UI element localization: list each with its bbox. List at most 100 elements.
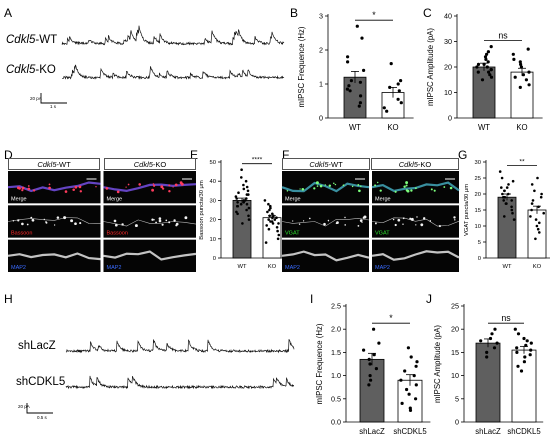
data-point xyxy=(521,73,525,77)
micrograph-tile: VGAT xyxy=(371,205,460,238)
data-point xyxy=(349,79,353,83)
data-point xyxy=(276,229,279,233)
micrograph-tile: VGAT xyxy=(281,205,370,238)
y-tick-label: 1.0 xyxy=(331,371,341,380)
trace-shcdkl5 xyxy=(65,375,294,390)
scale-label-a-x: 1 s xyxy=(50,104,57,109)
data-point xyxy=(487,70,491,74)
data-point xyxy=(503,195,507,199)
chart-e: 0 10 20 30 40 50 Bassoon puncta/30 μm WT KO **** xyxy=(199,157,289,270)
significance-label: ** xyxy=(519,159,525,166)
data-point xyxy=(345,87,349,91)
bar-shcdkl5 xyxy=(397,379,423,423)
y-axis-label: Bassoon puncta/30 μm xyxy=(199,180,205,240)
data-point xyxy=(489,75,494,79)
chart-i: 0.0 0.5 1.0 1.5 2.0 2.5 mIPSC Frequence (Hz) sh… xyxy=(315,302,431,436)
data-point xyxy=(277,233,281,237)
micrograph-channel-label: MAP2 xyxy=(11,265,26,271)
data-point xyxy=(235,197,238,200)
significance-label: ns xyxy=(501,313,511,323)
data-point xyxy=(409,355,413,359)
x-tick-label: WT xyxy=(478,123,490,132)
data-point xyxy=(346,60,350,64)
bar-wt xyxy=(472,66,496,119)
chart-j: 0 5 10 15 20 25 mIPSC Amplitude (pA) shLacZ shCD… xyxy=(433,302,544,436)
data-point xyxy=(399,79,403,83)
data-point xyxy=(403,369,407,373)
data-point xyxy=(396,82,400,86)
data-point xyxy=(511,211,514,215)
trace-shlacz xyxy=(65,339,295,354)
data-point xyxy=(522,360,526,364)
y-tick-label: 10 xyxy=(444,88,452,97)
data-point xyxy=(397,89,401,93)
data-point xyxy=(237,191,240,194)
data-point xyxy=(372,327,376,331)
data-point xyxy=(271,222,275,225)
micrograph-tile: Bassoon xyxy=(7,205,101,238)
data-point xyxy=(486,50,490,54)
data-point xyxy=(377,341,381,345)
data-point xyxy=(515,346,519,350)
micrograph-channel-label: VGAT xyxy=(285,231,300,237)
micrograph-channel-label: VGAT xyxy=(375,231,390,237)
data-point xyxy=(273,218,277,221)
micrograph-channel-label: Merge xyxy=(107,196,123,202)
x-tick-label: WT xyxy=(349,123,361,132)
bar-wt xyxy=(343,76,367,119)
y-tick-label: 0.0 xyxy=(331,418,341,427)
y-tick-label: 20 xyxy=(210,218,216,224)
data-point xyxy=(526,47,530,51)
y-tick-label: 5 xyxy=(478,240,481,246)
data-point xyxy=(247,218,251,221)
data-point xyxy=(275,226,279,229)
y-tick-label: 0 xyxy=(319,114,323,123)
data-point xyxy=(362,348,366,352)
data-point xyxy=(510,199,513,202)
data-point xyxy=(525,339,529,343)
trace-line xyxy=(65,339,295,354)
micro-d-header-wt: Cdkl5-WT xyxy=(8,158,100,170)
data-point xyxy=(519,65,523,69)
y-tick-label: 30 xyxy=(210,198,216,204)
data-point xyxy=(245,185,249,189)
data-point xyxy=(240,168,243,171)
y-tick-label: 15 xyxy=(475,208,481,214)
scale-label-h-x: 0.5 s xyxy=(37,415,47,420)
data-point xyxy=(511,52,515,56)
data-point xyxy=(241,222,244,225)
y-tick-label: 2.0 xyxy=(331,325,341,334)
data-point xyxy=(367,357,371,361)
x-tick-label: shLacZ xyxy=(359,427,385,436)
data-point xyxy=(399,378,403,382)
trace-line xyxy=(62,64,285,80)
micrograph-channel-label: MAP2 xyxy=(285,265,300,271)
data-point xyxy=(358,80,362,84)
data-point xyxy=(362,68,366,72)
data-point xyxy=(536,227,540,231)
data-point xyxy=(535,224,539,228)
data-point xyxy=(271,212,274,216)
micrograph-grid-f: Merge VGAT MAP2 Merge VGAT MAP2 xyxy=(281,171,460,272)
data-point xyxy=(518,60,522,64)
data-point xyxy=(369,378,373,382)
chart-g: 0 5 10 15 20 25 30 VGAT puncta/30 μm WT KO ** xyxy=(464,159,550,270)
data-point xyxy=(485,355,489,359)
data-point xyxy=(368,374,372,378)
data-point xyxy=(510,205,513,209)
y-tick-label: 20 xyxy=(444,63,452,72)
y-tick-label: 0 xyxy=(448,114,452,123)
data-point xyxy=(524,78,528,82)
y-tick-label: 20 xyxy=(451,325,459,334)
data-point xyxy=(242,183,245,187)
y-tick-label: 0 xyxy=(213,256,216,262)
data-point xyxy=(500,186,503,189)
panel-label-f: F xyxy=(282,148,290,162)
data-point xyxy=(242,199,246,202)
trace-label-shcdkl5: shCDKL5 xyxy=(16,376,66,388)
micrograph-tile: MAP2 xyxy=(7,239,101,272)
trace-cdkl5-ko xyxy=(62,64,285,80)
data-point xyxy=(501,192,504,196)
data-point xyxy=(534,237,537,241)
data-point xyxy=(245,193,249,196)
